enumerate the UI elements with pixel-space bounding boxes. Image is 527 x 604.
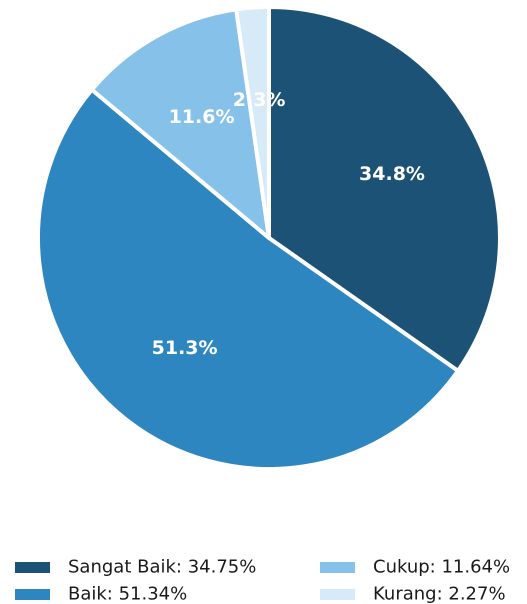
- legend-item-kurang: Kurang: 2.27%: [320, 584, 506, 604]
- legend-label-cukup: Cukup: 11.64%: [373, 557, 510, 578]
- slice-label-cukup: 11.6%: [169, 106, 235, 128]
- pie-slice-sangat-baik: [267, 5, 502, 373]
- legend-swatch-kurang: [320, 589, 355, 600]
- pie-slice-cukup: [89, 7, 271, 240]
- legend-label-sangat-baik: Sangat Baik: 34.75%: [68, 557, 256, 578]
- pie-slices: [36, 5, 502, 471]
- legend: Sangat Baik: 34.75% Baik: 51.34% Cukup: 11…: [15, 557, 510, 604]
- pie-slice-labels: 34.8% 51.3% 11.6%2.3%: [152, 89, 425, 359]
- slice-label-sangat-baik: 34.8%: [359, 163, 425, 185]
- slice-label-kurang: 2.3%: [233, 89, 286, 111]
- legend-label-baik: Baik: 51.34%: [68, 584, 187, 604]
- legend-swatch-baik: [15, 589, 50, 600]
- slice-label-baik: 51.3%: [152, 337, 218, 359]
- legend-swatch-sangat-baik: [15, 562, 50, 573]
- legend-item-sangat-baik: Sangat Baik: 34.75%: [15, 557, 256, 578]
- pie-slice-kurang: [234, 5, 271, 240]
- legend-item-cukup: Cukup: 11.64%: [320, 557, 510, 578]
- legend-swatch-cukup: [320, 562, 355, 573]
- pie-slice-baik: [36, 87, 460, 471]
- legend-label-kurang: Kurang: 2.27%: [373, 584, 506, 604]
- legend-item-baik: Baik: 51.34%: [15, 584, 187, 604]
